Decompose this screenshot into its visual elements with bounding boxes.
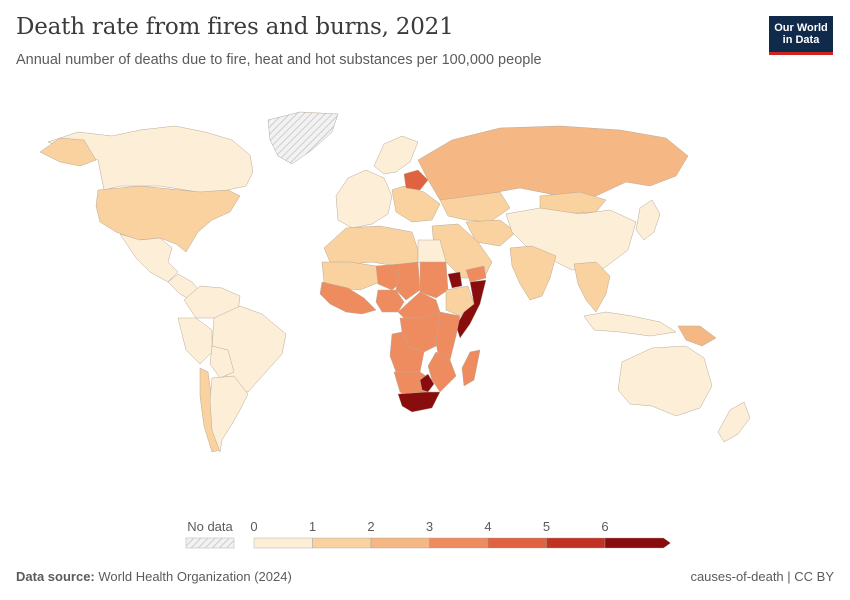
region-north-africa[interactable]: North Africa [323, 225, 419, 267]
logo-line-2: in Data [782, 34, 820, 46]
region-australia[interactable]: Australia [617, 345, 713, 417]
region-belarus[interactable]: Belarus [403, 169, 429, 191]
region-new-zealand[interactable]: New Zealand [717, 401, 751, 443]
region-russia[interactable]: Russia [417, 125, 689, 201]
chart-title: Death rate from fires and burns, 2021 [16, 14, 454, 40]
region-united-states[interactable]: United States [95, 185, 241, 253]
legend-bin-3[interactable] [429, 537, 489, 549]
region-canada[interactable]: Canada [47, 125, 254, 197]
region-somalia[interactable]: Somalia [455, 279, 487, 339]
owid-logo[interactable]: Our World in Data [769, 16, 833, 55]
region-chad[interactable]: Chad [395, 261, 421, 301]
region-west-africa-coast[interactable]: West Africa Coast [319, 281, 377, 315]
logo-line-1: Our World [774, 22, 828, 34]
source-value[interactable]: World Health Organization (2024) [98, 569, 292, 584]
source-label: Data source: [16, 569, 95, 584]
legend-tick-6: 6 [601, 519, 608, 534]
region-mexico[interactable]: Mexico [119, 233, 179, 283]
region-eswatini[interactable]: Eswatini [419, 373, 435, 393]
legend-bin-0[interactable] [253, 537, 313, 549]
region-yemen[interactable]: Yemen [465, 265, 487, 283]
legend-tick-4: 4 [484, 519, 491, 534]
region-sudan[interactable]: Sudan [419, 261, 449, 299]
legend-no-data-label: No data [187, 519, 233, 534]
region-southeast-asia[interactable]: Southeast Asia [573, 261, 611, 313]
region-western-europe[interactable]: Western Europe [335, 169, 393, 229]
legend-tick-0: 0 [250, 519, 257, 534]
region-peru[interactable]: Peru [177, 317, 213, 365]
region-south-africa[interactable]: South Africa [397, 391, 441, 413]
region-eastern-europe[interactable]: Eastern Europe [391, 185, 441, 223]
region-scandinavia[interactable]: Scandinavia [373, 135, 419, 175]
legend-tick-2: 2 [367, 519, 374, 534]
region-japan[interactable]: Japan [635, 199, 661, 241]
region-papua-new-guinea[interactable]: Papua New Guinea [677, 325, 717, 347]
legend-tick-1: 1 [309, 519, 316, 534]
world-map: CanadaUnited States Greenland Alaska Mexico… [39, 111, 751, 453]
region-madagascar[interactable]: Madagascar [461, 349, 481, 387]
license-text[interactable]: causes-of-death | CC BY [690, 569, 834, 584]
chart-footer: Data source: World Health Organization (… [16, 569, 834, 584]
legend-bin-2[interactable] [370, 537, 430, 549]
region-bolivia[interactable]: Bolivia [209, 345, 235, 379]
legend-no-data-swatch [185, 537, 235, 549]
region-china[interactable]: China [505, 207, 637, 271]
legend-tick-5: 5 [543, 519, 550, 534]
region-greenland[interactable]: Greenland [267, 111, 339, 165]
region-india[interactable]: India [509, 245, 557, 301]
chart-subtitle: Annual number of deaths due to fire, hea… [16, 52, 542, 68]
region-colombia-venezuela[interactable]: Colombia & Venezuela [183, 285, 241, 319]
legend-bin-6[interactable] [604, 537, 671, 549]
region-angola[interactable]: Angola [389, 331, 425, 373]
legend-bin-4[interactable] [487, 537, 547, 549]
legend-bin-1[interactable] [312, 537, 372, 549]
region-eritrea[interactable]: Eritrea [447, 271, 463, 289]
region-argentina[interactable]: Argentina [209, 375, 249, 453]
legend-bin-5[interactable] [546, 537, 606, 549]
color-legend: No data 0 1 2 3 4 5 6 [185, 519, 671, 549]
legend-tick-3: 3 [426, 519, 433, 534]
region-alaska[interactable]: Alaska [39, 137, 97, 167]
region-indonesia[interactable]: Indonesia [583, 311, 677, 337]
region-kazakhstan[interactable]: Kazakhstan [439, 191, 511, 223]
